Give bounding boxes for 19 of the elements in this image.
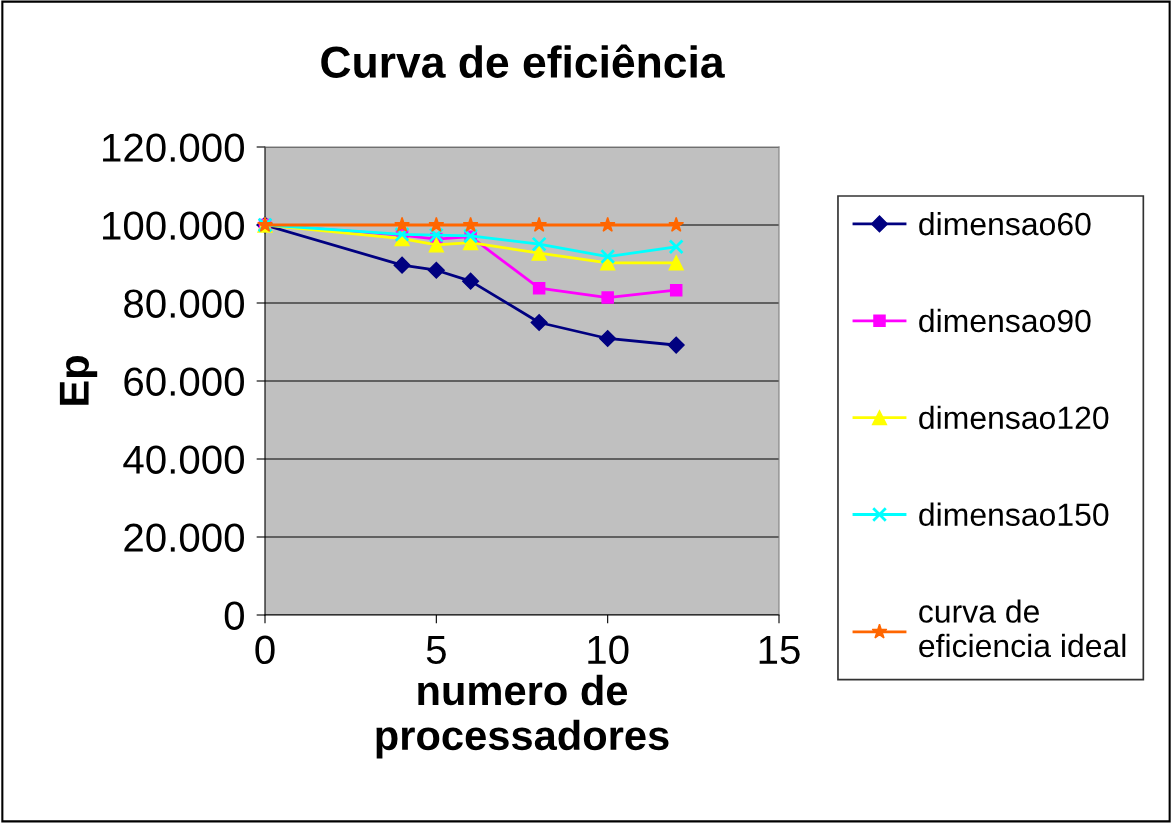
y-tick-label: 20.000 xyxy=(124,523,244,552)
y-axis-title: Ep xyxy=(59,356,98,405)
legend-label: dimensao60 xyxy=(919,211,1091,236)
legend-label: dimensao150 xyxy=(919,502,1109,526)
legend-label: curva de eficiencia ideal xyxy=(919,599,1126,658)
x-tick-label: 15 xyxy=(759,635,800,665)
x-tick-label: 10 xyxy=(588,635,629,665)
y-tick-label: 120.000 xyxy=(103,133,244,162)
x-axis-title: numero de processadores xyxy=(376,674,669,759)
x-tick-label: 5 xyxy=(426,635,446,665)
y-tick-label: 100.000 xyxy=(103,211,244,240)
y-tick-label: 40.000 xyxy=(123,445,244,474)
y-tick-label: 60.000 xyxy=(124,367,244,396)
x-tick-label: 0 xyxy=(255,635,275,665)
legend-label: dimensao90 xyxy=(919,308,1091,333)
y-tick-label: 0 xyxy=(224,601,244,630)
chart-title: Curva de eficiência xyxy=(321,44,725,78)
y-tick-label: 80.000 xyxy=(124,289,244,318)
legend-label: dimensao120 xyxy=(919,405,1109,430)
